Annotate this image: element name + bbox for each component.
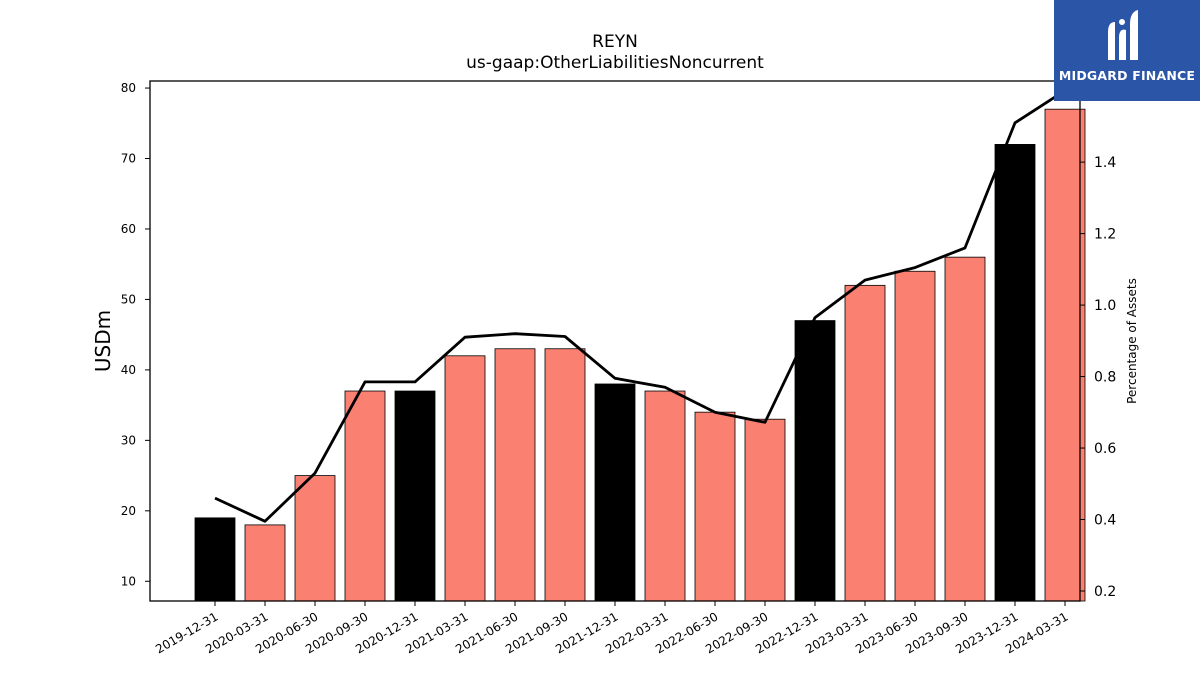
midgard-logo-icon [1108,10,1138,60]
bar [944,256,986,602]
brand-logo: MIDGARD FINANCE [1054,0,1200,101]
y2-tick-label: 1.0 [1094,298,1116,314]
y2-tick-label: 1.2 [1094,227,1116,243]
series-line [214,89,1066,523]
bar [194,517,236,602]
bar [794,320,836,602]
y2-tick-label: 0.8 [1094,370,1116,386]
y-tick-label: 20 [121,504,136,518]
bar [394,390,436,602]
logo-text: MIDGARD FINANCE [1058,68,1196,83]
y2-tick-label: 0.6 [1094,441,1116,457]
y2-tick-label: 0.2 [1094,584,1116,600]
y-tick-label: 70 [121,152,136,166]
bar [844,284,886,602]
bar [894,270,936,602]
y-tick-label: 10 [121,574,136,588]
bar [594,383,636,602]
y2-tick-label: 1.4 [1094,155,1116,171]
bar [994,144,1036,602]
y-tick-label: 60 [121,222,136,236]
y-tick-label: 50 [121,292,136,306]
y-tick-label: 30 [121,433,136,447]
y2-axis-label: Percentage of Assets [1125,278,1139,404]
y-axis-label: USDm [91,310,115,372]
bar [294,475,336,602]
bar [544,348,586,602]
bar [444,355,486,602]
chart-title: REYN [592,32,638,52]
y-tick-label: 40 [121,363,136,377]
bar [1044,108,1086,602]
y-tick-label: 80 [121,81,136,95]
bar [494,348,536,602]
y2-tick-label: 0.4 [1094,513,1116,529]
bar [344,390,386,602]
bar [694,411,736,602]
bar [644,390,686,602]
bar [744,418,786,602]
bar [244,524,286,602]
chart-subtitle: us-gaap:OtherLiabilitiesNoncurrent [466,53,764,73]
